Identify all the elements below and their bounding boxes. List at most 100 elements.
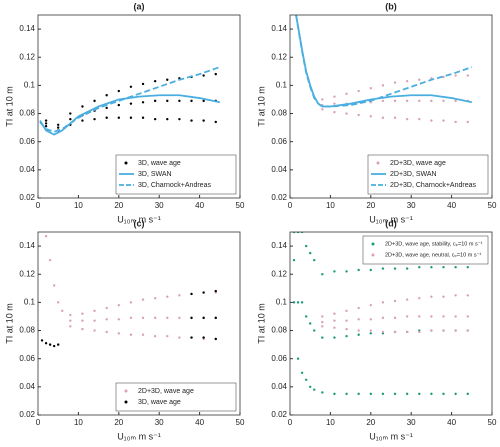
data-point	[141, 333, 145, 336]
data-point	[166, 295, 169, 298]
panel-title: (d)	[385, 218, 397, 228]
data-point	[357, 113, 360, 117]
data-point	[81, 105, 84, 108]
data-point	[304, 244, 308, 248]
data-point	[153, 79, 157, 83]
data-point	[381, 392, 385, 396]
data-point	[321, 391, 324, 394]
data-point	[405, 79, 409, 83]
y-tick-label: 0.06	[271, 354, 287, 363]
plot-frame	[37, 14, 241, 199]
data-point	[442, 295, 445, 298]
data-point	[345, 334, 348, 338]
data-point	[345, 327, 348, 331]
data-point	[357, 318, 360, 321]
data-point	[166, 99, 169, 103]
panel: (a) U₁₀ₘ m s⁻¹ TI at 10 m 0.02 0.04 0.06 0.08 0…	[4, 1, 245, 224]
data-point	[418, 315, 421, 318]
data-point	[166, 334, 169, 338]
data-point	[381, 301, 385, 304]
data-point	[178, 99, 181, 103]
data-point	[405, 315, 409, 318]
data-point	[466, 329, 469, 332]
data-point	[202, 119, 205, 122]
y-tick-label: 0.08	[271, 109, 287, 118]
data-point	[454, 392, 457, 396]
data-point	[129, 116, 133, 119]
data-point	[430, 99, 433, 103]
data-point	[430, 265, 433, 269]
legend-swatch	[371, 253, 375, 257]
data-point	[190, 292, 193, 296]
data-point	[166, 316, 169, 320]
x-axis-label: U₁₀ₘ m s⁻¹	[117, 431, 161, 441]
data-point	[214, 72, 217, 76]
x-tick-label: 0	[36, 418, 41, 427]
data-point	[369, 332, 372, 335]
data-point	[430, 295, 433, 298]
data-point	[333, 270, 336, 273]
data-point	[57, 126, 60, 129]
legend-label: 2D+3D, Charnock+Andreas	[390, 182, 476, 189]
y-tick-label: 0.14	[19, 241, 35, 250]
data-point	[345, 392, 348, 396]
data-point	[418, 330, 421, 334]
data-point	[345, 309, 348, 313]
data-point	[178, 117, 181, 121]
data-point	[333, 110, 336, 114]
legend-box	[115, 154, 237, 195]
data-point	[381, 267, 385, 270]
data-point	[129, 316, 133, 320]
data-point	[393, 81, 397, 84]
data-point	[454, 120, 457, 124]
data-point	[141, 101, 145, 104]
plot-frame	[37, 231, 241, 416]
y-tick-label: 0.06	[19, 137, 35, 146]
data-point	[44, 342, 48, 345]
panel: (c) U₁₀ₘ m s⁻¹ TI at 10 m 0.02 0.04 0.06 0.08 0…	[4, 218, 245, 441]
data-point	[357, 306, 360, 310]
data-point	[345, 112, 348, 115]
data-point	[309, 251, 312, 255]
data-point	[300, 371, 304, 374]
legend-label: 2D+3D, wave age, stability, cₚ=10 m s⁻¹	[385, 241, 483, 247]
y-tick-label: 0.14	[271, 241, 287, 250]
data-point	[117, 89, 121, 93]
data-point	[381, 316, 385, 320]
data-point	[153, 99, 157, 103]
plot-area	[39, 66, 221, 136]
data-point	[153, 316, 157, 320]
data-point	[69, 117, 72, 121]
data-point	[430, 315, 433, 318]
y-tick-label: 0.04	[271, 165, 287, 174]
data-point	[48, 258, 52, 262]
data-point	[61, 309, 64, 313]
data-point	[321, 325, 324, 328]
x-tick-label: 20	[114, 418, 123, 427]
data-point	[93, 319, 96, 322]
data-point	[190, 119, 193, 122]
data-point	[333, 102, 336, 105]
legend-label: 3D, wave age	[138, 399, 181, 406]
data-point	[442, 392, 445, 396]
x-tick-label: 0	[288, 201, 293, 210]
panel: (b) U₁₀ₘ m s⁻¹ TI at 10 m 0.02 0.04 0.06 0.08 0…	[256, 1, 497, 224]
plot-frame	[289, 231, 493, 416]
data-point	[418, 392, 421, 396]
data-point	[129, 85, 133, 88]
data-point	[292, 258, 296, 262]
data-point	[466, 392, 469, 396]
data-point	[81, 312, 84, 315]
x-tick-label: 40	[447, 201, 456, 210]
panel: (d) U₁₀ₘ m s⁻¹ TI at 10 m 0.02 0.04 0.06 0.08 0…	[256, 218, 497, 441]
data-point	[141, 116, 145, 119]
x-tick-label: 10	[326, 418, 335, 427]
data-point	[202, 316, 205, 320]
data-point	[57, 343, 60, 346]
data-point	[202, 291, 205, 294]
data-point	[309, 385, 312, 389]
data-point	[321, 315, 324, 318]
legend-label: 2D+3D, wave age, neutral, cₚ=10 m s⁻¹	[385, 252, 482, 258]
series-line	[39, 94, 220, 136]
data-point	[430, 329, 433, 332]
